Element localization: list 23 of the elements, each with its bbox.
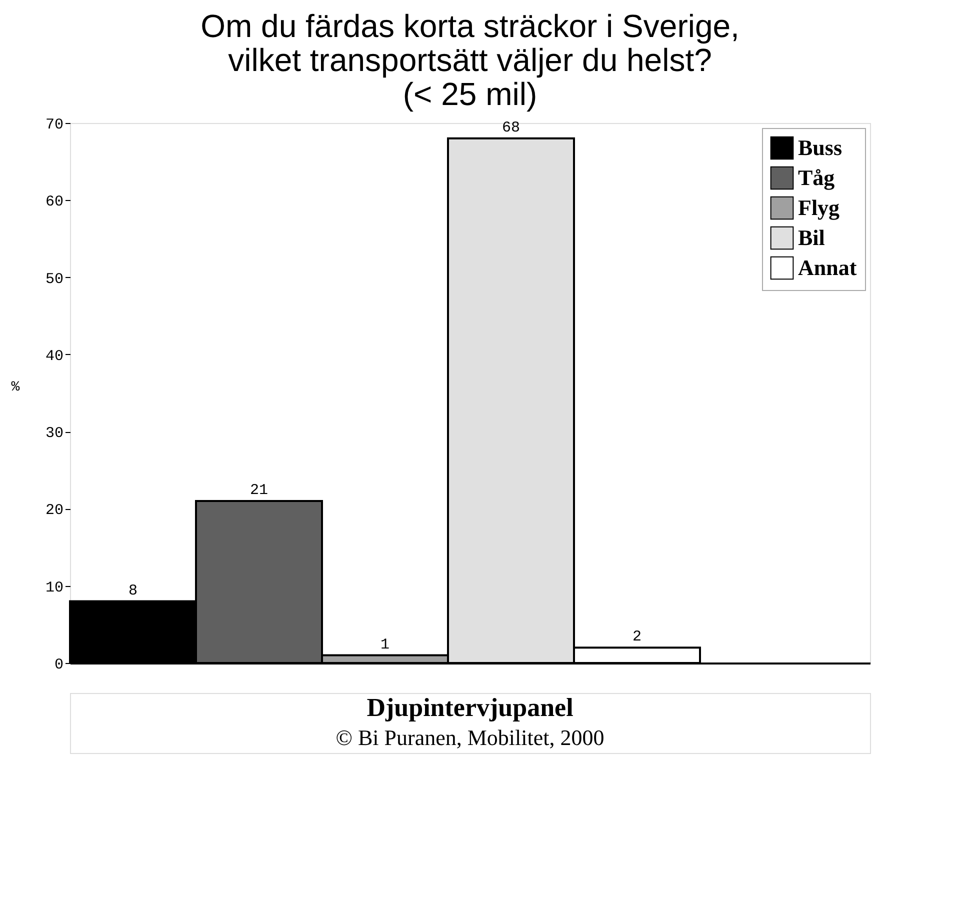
y-tick-label: 40 — [45, 348, 64, 365]
data-label: 8 — [128, 582, 138, 600]
y-tick-label: 60 — [45, 194, 64, 211]
y-axis-title: % — [11, 380, 20, 396]
legend-label: Buss — [798, 135, 842, 160]
data-label: 68 — [502, 119, 520, 136]
data-label: 1 — [380, 636, 390, 654]
legend-label: Flyg — [798, 195, 840, 220]
text: © Bi Puranen, Mobilitet, 2000 — [336, 725, 604, 750]
y-tick-label: 0 — [54, 656, 64, 674]
y-tick-label: 50 — [45, 270, 64, 288]
data-label: 21 — [250, 482, 268, 499]
text: Djupintervjupanel — [366, 693, 574, 722]
data-label: 2 — [632, 628, 642, 646]
y-tick-label: 30 — [45, 425, 64, 442]
y-tick-label: 20 — [45, 502, 64, 520]
y-tick-label: 10 — [45, 579, 64, 596]
y-tick-label: 70 — [45, 116, 64, 134]
legend-label: Bil — [798, 225, 825, 250]
text: (< 25 mil) — [402, 76, 538, 112]
legend-label: Tåg — [798, 165, 835, 190]
text: Om du färdas korta sträckor i Sverige, — [200, 8, 740, 44]
legend-label: Annat — [798, 255, 858, 280]
